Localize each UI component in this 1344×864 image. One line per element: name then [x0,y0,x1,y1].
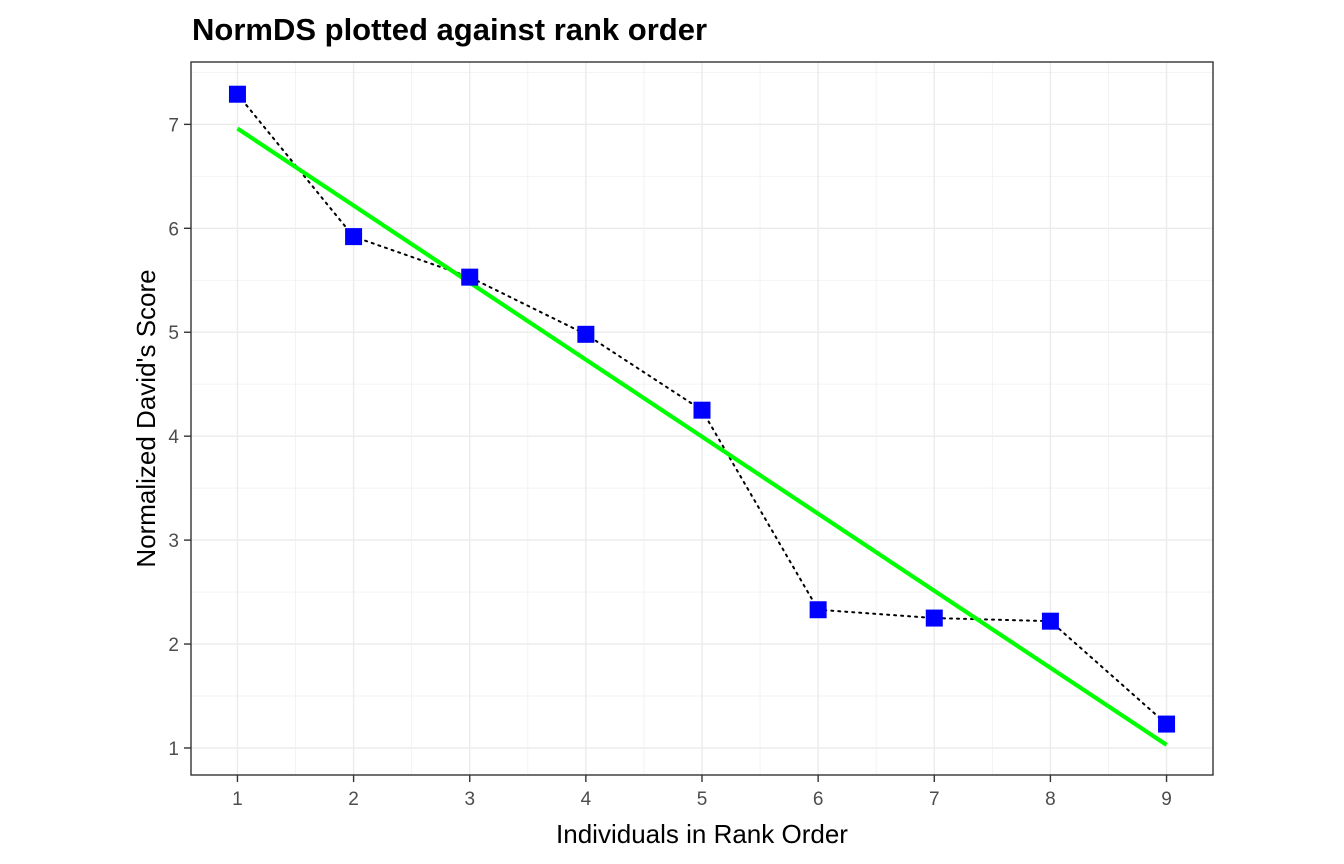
x-tick-label: 2 [348,789,359,810]
x-tick-label: 5 [697,789,708,810]
y-tick-label: 7 [168,115,179,136]
y-tick-label: 4 [168,427,179,448]
data-point-marker [925,609,943,627]
x-tick-label: 6 [813,789,824,810]
linear-fit-line [236,126,1168,747]
y-tick-label: 5 [168,323,179,344]
data-point-marker [693,401,711,419]
x-tick-label: 9 [1161,789,1172,810]
y-tick-label: 1 [168,739,179,760]
plot-series [228,85,1176,747]
x-tick-label: 8 [1045,789,1056,810]
y-tick-label: 6 [168,219,179,240]
x-tick-label: 1 [232,789,243,810]
data-point-marker [577,325,595,343]
y-axis-title: Normalized David's Score [131,269,161,567]
x-tick-label: 3 [464,789,475,810]
x-tick-label: 4 [581,789,592,810]
data-point-marker [1041,612,1059,630]
data-point-marker [809,601,827,619]
axes: 1 2 3 4 5 6 7 8 9 1 2 3 4 5 6 7 [168,115,1171,810]
grid [191,62,1213,775]
data-point-marker [345,228,363,246]
chart-title: NormDS plotted against rank order [192,12,707,47]
data-point-marker [461,268,479,286]
data-point-marker [228,85,246,103]
x-axis-title: Individuals in Rank Order [556,819,848,849]
data-point-marker [1158,715,1176,733]
y-tick-label: 2 [168,635,179,656]
y-tick-label: 3 [168,531,179,552]
x-tick-label: 7 [929,789,940,810]
